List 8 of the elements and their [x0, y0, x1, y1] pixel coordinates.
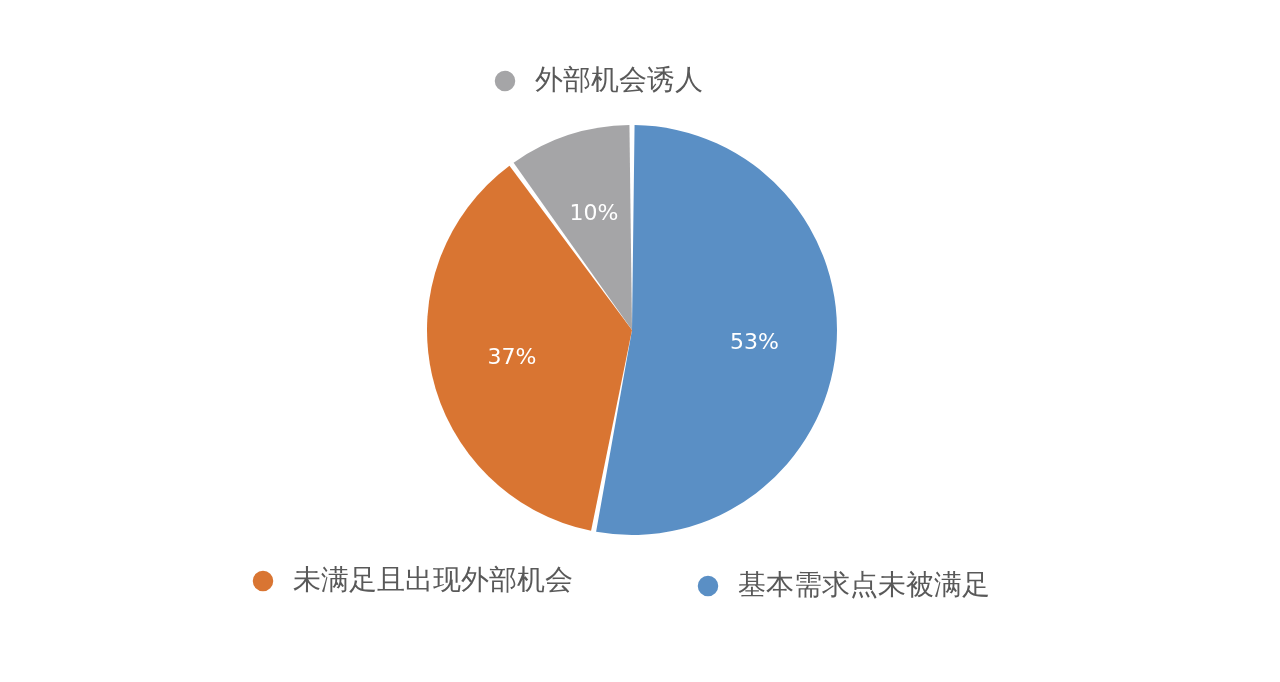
data-label: 10%	[569, 200, 619, 226]
pie-slice	[427, 165, 632, 531]
data-label: 37%	[487, 343, 537, 369]
legend-label: 未满足且出现外部机会	[293, 563, 573, 596]
data-label: 53%	[730, 328, 779, 354]
pie-slice	[513, 125, 632, 330]
legend-label: 外部机会诱人	[535, 63, 703, 96]
legend-label: 基本需求点未被满足	[738, 568, 990, 601]
